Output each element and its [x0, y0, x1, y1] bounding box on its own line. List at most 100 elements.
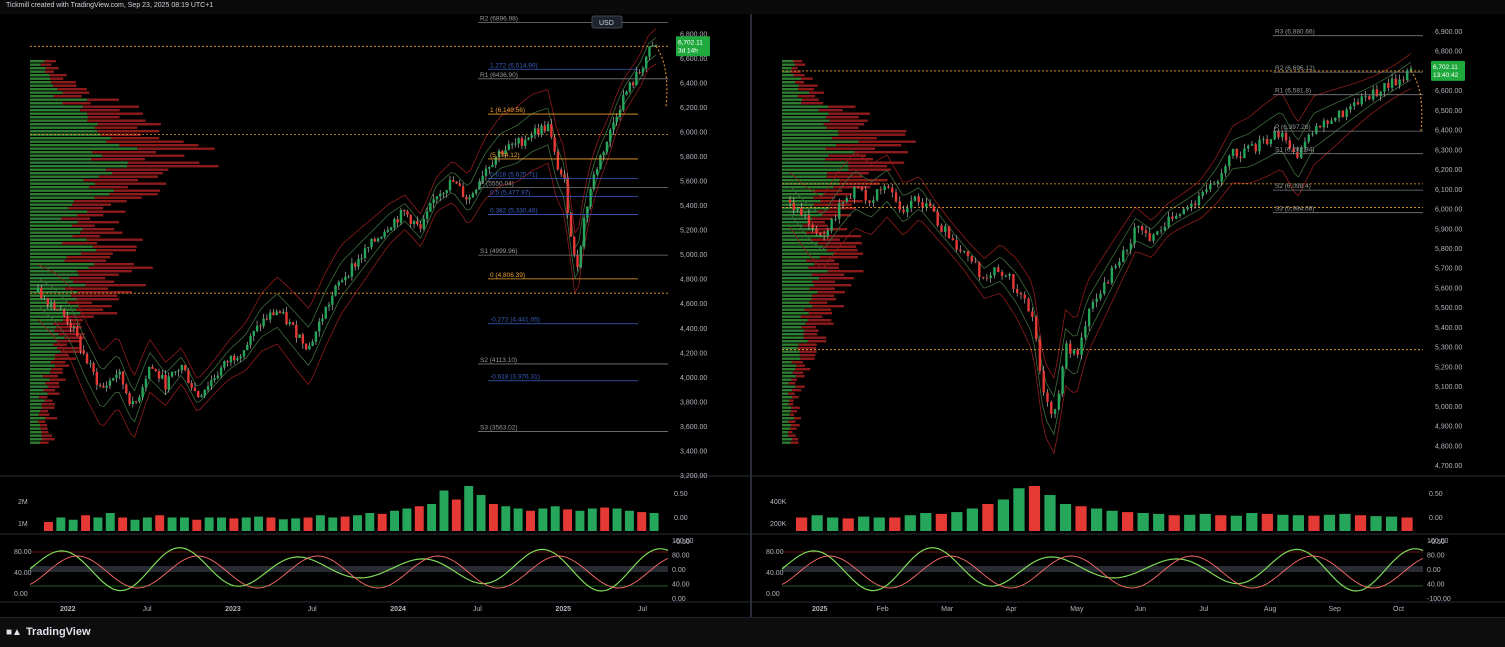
candle-body: [856, 186, 860, 188]
profile-bar-down: [801, 102, 824, 105]
volume-bar: [587, 508, 597, 531]
candle-body: [1171, 216, 1174, 219]
candle-body: [115, 374, 118, 379]
candle-body: [970, 256, 973, 262]
profile-bar-down: [110, 137, 160, 140]
candle-body: [216, 375, 220, 379]
candle-body: [1201, 191, 1204, 196]
profile-bar-up: [782, 98, 803, 101]
profile-bar-up: [30, 427, 41, 430]
profile-bar-down: [40, 410, 49, 413]
candle-body: [347, 276, 350, 278]
profile-bar-down: [40, 427, 48, 430]
profile-bar-down: [818, 109, 843, 112]
profile-bar-down: [828, 112, 870, 115]
profile-bar-down: [794, 63, 806, 66]
candle-body: [576, 254, 579, 268]
profile-bar-down: [38, 413, 50, 416]
candle-body: [252, 331, 256, 336]
candle-body: [72, 326, 76, 328]
profile-bar-down: [835, 144, 902, 147]
envelope-band-1: [37, 28, 657, 379]
profile-bar-down: [814, 284, 852, 287]
profile-bar-down: [812, 280, 836, 283]
profile-bar-down: [819, 256, 858, 259]
profile-bar-down: [800, 315, 823, 318]
candle-body: [108, 380, 112, 386]
candle-body: [504, 149, 507, 154]
candle-body: [981, 277, 985, 279]
price-tick: 5,000.00: [680, 252, 707, 259]
candle-body: [1053, 409, 1057, 414]
candle-body: [331, 295, 334, 305]
volume-bar: [130, 519, 140, 531]
price-tick: 6,500.00: [1435, 108, 1462, 115]
volume-pane: [44, 486, 659, 531]
chart-panel-left[interactable]: R2 (6896.98) R1 (6436.90) P (5550.04) S1 (4…: [0, 14, 752, 617]
candle-body: [425, 211, 429, 219]
chart-right-svg[interactable]: R3 (6,880.66) R2 (6,696.12) R1 (6,581.8) P …: [752, 14, 1505, 617]
chart-panel-right[interactable]: R3 (6,880.66) R2 (6,696.12) R1 (6,581.8) P …: [752, 14, 1505, 617]
candle-body: [1114, 265, 1117, 268]
profile-bar-up: [30, 77, 51, 80]
pivot-label-3: S1 (4999.96): [480, 248, 518, 255]
candle-body: [997, 267, 1000, 272]
candle-body: [422, 218, 426, 229]
profile-bar-up: [30, 238, 87, 241]
candle-body: [1125, 249, 1129, 251]
candle-body: [834, 218, 837, 220]
candle-body: [219, 367, 223, 376]
profile-bar-down: [792, 438, 799, 441]
candle-body: [514, 143, 517, 145]
candle-body: [429, 202, 432, 212]
candle-body: [174, 371, 177, 373]
profile-bar-up: [30, 109, 81, 112]
volume-bar: [1137, 513, 1149, 531]
candle-body: [1034, 316, 1038, 340]
profile-bar-up: [782, 319, 808, 322]
profile-bar-up: [782, 256, 820, 259]
profile-bar-down: [829, 207, 856, 210]
candle-body: [327, 304, 331, 307]
candle-body: [239, 356, 242, 359]
volume-bar: [1354, 515, 1367, 531]
candle-body: [1099, 293, 1102, 299]
candle-body: [1269, 139, 1273, 145]
volume-bar: [1230, 515, 1242, 531]
profile-bar-down: [788, 392, 795, 395]
chart-left-svg[interactable]: R2 (6896.98) R1 (6436.90) P (5550.04) S1 (4…: [0, 14, 750, 617]
candle-body: [304, 343, 308, 350]
profile-bar-up: [782, 147, 826, 150]
candle-body: [406, 211, 409, 215]
candle-body: [1057, 393, 1061, 410]
volume-tick: 1M: [18, 521, 28, 528]
osc-right-tick: 0.00: [672, 567, 686, 574]
candle-body: [1175, 215, 1178, 219]
tradingview-logo[interactable]: ■▲ TradingView: [6, 626, 91, 638]
osc-left-tick: 40.00: [14, 570, 32, 577]
candle-body: [1250, 144, 1254, 146]
profile-bar-down: [80, 312, 118, 315]
candle-body: [822, 235, 826, 237]
candle-body: [357, 258, 360, 267]
profile-bar-up: [782, 81, 796, 84]
profile-bar-up: [30, 228, 83, 231]
profile-bar-up: [782, 312, 809, 315]
profile-bar-up: [30, 81, 52, 84]
candle-body: [412, 221, 416, 224]
candle-body: [811, 224, 814, 229]
volume-bar: [118, 517, 128, 531]
profile-bar-down: [64, 259, 107, 262]
candle-body: [622, 94, 625, 111]
profile-bar-down: [792, 371, 804, 374]
profile-bar-up: [782, 168, 849, 171]
candle-body: [845, 198, 848, 202]
profile-bar-down: [78, 305, 112, 308]
volume-bar: [600, 507, 610, 531]
candle-body: [340, 280, 344, 282]
profile-bar-up: [782, 259, 806, 262]
profile-bar-up: [30, 210, 88, 213]
profile-bar-down: [808, 266, 839, 269]
volume-profile: [30, 60, 219, 444]
candle-body: [1133, 227, 1136, 244]
